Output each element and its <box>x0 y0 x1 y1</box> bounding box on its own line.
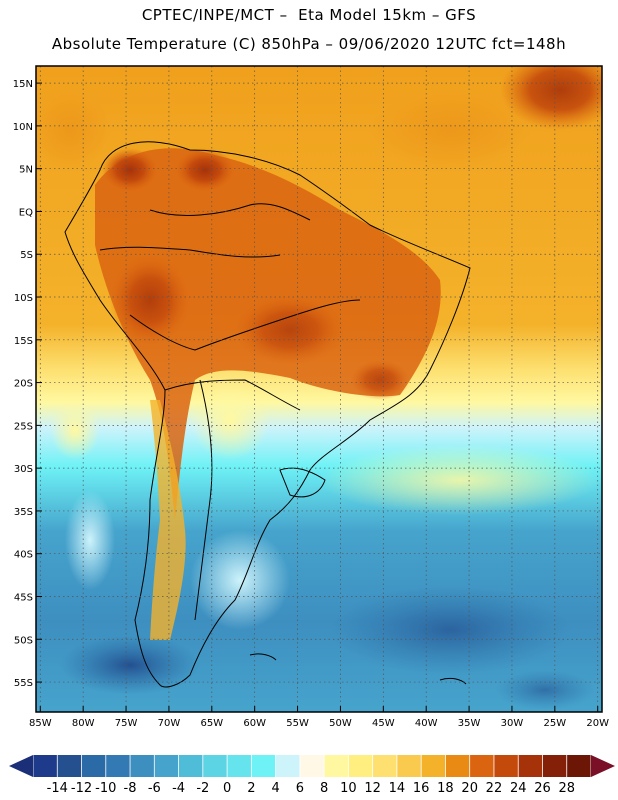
lat-tick-label: 40S <box>14 550 33 561</box>
lat-tick-label: 5N <box>19 165 33 176</box>
lon-tick-label: 40W <box>415 718 438 729</box>
colorbar-label: -12 <box>71 781 92 796</box>
lon-tick-label: 20W <box>586 718 609 729</box>
colorbar-label: -10 <box>95 781 116 796</box>
colorbar-label: 2 <box>247 781 255 796</box>
lat-tick-label: 15S <box>14 336 33 347</box>
colorbar-swatch <box>324 755 349 777</box>
colorbar-label: 14 <box>389 781 406 796</box>
colorbar-swatch <box>518 755 543 777</box>
longitude-axis: 85W 80W 75W 70W 65W 60W 55W 50W 45W 40W 35W 30W 25W 2… <box>29 706 609 729</box>
lon-tick-label: 75W <box>115 718 138 729</box>
map-frame <box>35 65 603 713</box>
lon-tick-label: 60W <box>243 718 266 729</box>
lat-tick-label: 30S <box>14 464 33 475</box>
lat-tick-label: 10N <box>13 122 33 133</box>
colorbar-label: 0 <box>223 781 231 796</box>
map-title-line2: Absolute Temperature (C) 850hPa – 09/06/… <box>51 35 567 53</box>
colorbar-swatch <box>130 755 155 777</box>
lon-tick-label: 25W <box>544 718 567 729</box>
colorbar-label: 16 <box>413 781 430 796</box>
colorbar-swatch <box>566 755 592 777</box>
colorbar-label: 22 <box>486 781 503 796</box>
colorbar-swatch <box>348 755 374 777</box>
colorbar-swatch <box>275 755 301 777</box>
colorbar-swatch <box>251 755 277 777</box>
colorbar-label: 20 <box>461 781 478 796</box>
colorbar-swatch <box>105 755 131 777</box>
latitude-axis: 15N 10N 5N EQ 5S 10S 15S 20S 25S 30S 35S 40S 45S 50S 5… <box>13 79 42 689</box>
colorbar: -14 -12 -10 -8 -6 -4 -2 0 2 4 6 8 10 12 14 16 18 20 22 24 26… <box>9 755 615 796</box>
colorbar-label: 18 <box>437 781 454 796</box>
colorbar-label: 4 <box>271 781 279 796</box>
colorbar-swatch <box>178 755 204 777</box>
colorbar-label: -2 <box>196 781 209 796</box>
colorbar-label: -4 <box>172 781 185 796</box>
temperature-field <box>36 66 602 712</box>
lat-tick-label: 55S <box>14 678 33 689</box>
lat-tick-label: 20S <box>14 379 33 390</box>
map-title-line1: CPTEC/INPE/MCT – Eta Model 15km – GFS <box>141 6 477 24</box>
lat-tick-label: 25S <box>14 421 33 432</box>
lat-tick-label: 15N <box>13 79 33 90</box>
colorbar-swatch <box>542 755 568 777</box>
colorbar-swatch <box>445 755 471 777</box>
lon-tick-label: 30W <box>501 718 524 729</box>
lon-tick-label: 45W <box>372 718 395 729</box>
lon-tick-label: 55W <box>286 718 309 729</box>
lat-tick-label: 50S <box>14 635 33 646</box>
lon-tick-label: 80W <box>72 718 95 729</box>
colorbar-label: -8 <box>124 781 137 796</box>
colorbar-swatch <box>57 755 83 777</box>
colorbar-swatch <box>469 755 495 777</box>
colorbar-swatch <box>81 755 107 777</box>
lon-tick-label: 85W <box>29 718 52 729</box>
colorbar-label: 10 <box>340 781 357 796</box>
colorbar-label: -6 <box>148 781 161 796</box>
colorbar-swatch <box>299 755 325 777</box>
lat-tick-label: 5S <box>20 250 33 261</box>
colorbar-swatch <box>421 755 446 777</box>
colorbar-high-arrow <box>591 755 615 777</box>
lon-tick-label: 65W <box>200 718 223 729</box>
lon-tick-label: 35W <box>458 718 481 729</box>
coastlines <box>64 141 471 688</box>
colorbar-swatch <box>202 755 228 777</box>
lon-tick-label: 70W <box>158 718 181 729</box>
colorbar-swatch <box>372 755 398 777</box>
colorbar-label: 12 <box>364 781 381 796</box>
colorbar-swatch <box>33 755 58 777</box>
lon-tick-label: 50W <box>329 718 352 729</box>
colorbar-label: 24 <box>510 781 527 796</box>
lat-tick-label: EQ <box>19 207 33 218</box>
colorbar-swatch <box>396 755 422 777</box>
colorbar-swatch <box>154 755 180 777</box>
lat-tick-label: 45S <box>14 592 33 603</box>
colorbar-label: 26 <box>534 781 551 796</box>
colorbar-label: 6 <box>296 781 304 796</box>
colorbar-swatch <box>227 755 252 777</box>
lat-tick-label: 10S <box>14 293 33 304</box>
colorbar-label: 8 <box>320 781 328 796</box>
colorbar-low-arrow <box>9 755 33 777</box>
colorbar-label: -14 <box>47 781 68 796</box>
colorbar-swatch <box>493 755 519 777</box>
lat-tick-label: 35S <box>14 507 33 518</box>
colorbar-label: 28 <box>558 781 575 796</box>
